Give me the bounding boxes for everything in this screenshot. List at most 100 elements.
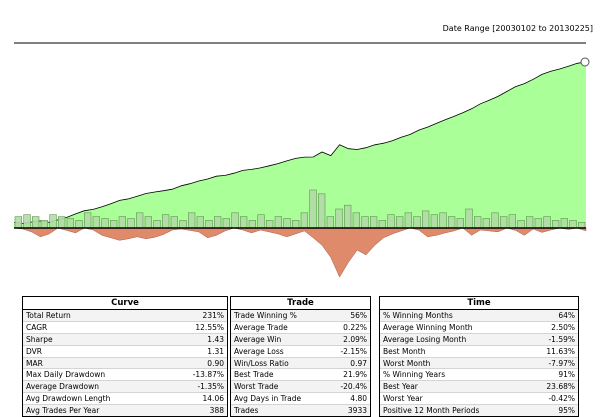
trade-stat-row: Average Win 2.09% bbox=[231, 333, 370, 346]
trade-stat-row: Win/Loss Ratio 0.97 bbox=[231, 357, 370, 370]
trade-stat-row: Average Trade 0.22% bbox=[231, 322, 370, 334]
monthly-return-bar bbox=[92, 216, 100, 229]
stat-label: Average Losing Month bbox=[383, 334, 467, 344]
equity-endpoint-marker bbox=[580, 57, 590, 67]
monthly-return-bar bbox=[430, 214, 438, 229]
stat-value: -20.4% bbox=[340, 382, 367, 392]
monthly-return-bar bbox=[517, 220, 525, 229]
stat-label: Avg Days in Trade bbox=[234, 394, 302, 404]
monthly-return-bar bbox=[300, 212, 308, 229]
stat-label: Worst Year bbox=[383, 394, 423, 404]
curve-stat-row: Average Drawdown -1.35% bbox=[23, 381, 227, 394]
trade-stat-row: Worst Trade -20.4% bbox=[231, 381, 370, 394]
monthly-return-bar bbox=[66, 218, 74, 229]
monthly-return-bar bbox=[326, 216, 334, 229]
monthly-return-bar bbox=[361, 216, 369, 229]
curve-panel-title: Curve bbox=[23, 297, 227, 310]
stat-value: 14.06 bbox=[202, 394, 224, 404]
monthly-return-bar bbox=[110, 220, 118, 229]
monthly-return-bar bbox=[136, 212, 144, 229]
stat-value: 1.43 bbox=[207, 334, 224, 344]
monthly-return-bar bbox=[343, 204, 352, 229]
time-stat-row: Best Year 23.68% bbox=[380, 381, 578, 394]
monthly-return-bar bbox=[291, 220, 300, 229]
time-stats-panel: Time % Winning Months 64% Average Winning … bbox=[379, 296, 579, 417]
time-stat-row: Worst Year -0.42% bbox=[380, 393, 578, 406]
monthly-return-bar bbox=[335, 208, 343, 229]
stat-label: Worst Month bbox=[383, 358, 431, 368]
stat-value: 21.9% bbox=[343, 370, 367, 380]
monthly-return-bar bbox=[551, 220, 560, 229]
monthly-return-bar bbox=[456, 218, 464, 229]
stat-label: Average Winning Month bbox=[383, 322, 473, 332]
monthly-return-bar bbox=[101, 218, 109, 229]
trade-panel-title: Trade bbox=[231, 297, 370, 310]
stat-label: Win/Loss Ratio bbox=[234, 358, 289, 368]
stat-label: Positive 12 Month Periods bbox=[383, 406, 480, 416]
stat-value: 2.50% bbox=[551, 322, 575, 332]
trade-stat-row: Trades 3933 bbox=[231, 405, 370, 417]
monthly-return-bar bbox=[309, 189, 317, 229]
monthly-return-bar bbox=[231, 212, 239, 229]
curve-stat-row: Total Return 231% bbox=[23, 310, 227, 322]
stat-label: Best Year bbox=[383, 382, 418, 392]
stat-value: 23.68% bbox=[546, 382, 575, 392]
monthly-return-bar bbox=[560, 218, 568, 229]
trade-stat-row: Best Trade 21.9% bbox=[231, 369, 370, 382]
curve-stat-row: CAGR 12.55% bbox=[23, 322, 227, 334]
monthly-return-bar bbox=[162, 214, 170, 229]
equity-line bbox=[13, 61, 587, 224]
monthly-return-bar bbox=[421, 210, 430, 229]
curve-stat-row: Sharpe 1.43 bbox=[23, 333, 227, 346]
time-panel-title: Time bbox=[380, 297, 578, 310]
monthly-return-bar bbox=[508, 214, 516, 229]
monthly-return-bar bbox=[144, 216, 152, 229]
stat-value: -2.15% bbox=[340, 346, 367, 356]
stat-label: CAGR bbox=[26, 322, 48, 332]
monthly-return-bar bbox=[577, 222, 586, 229]
stat-label: % Winning Months bbox=[383, 310, 453, 320]
monthly-return-bar bbox=[499, 216, 508, 229]
trade-stat-row: Avg Days in Trade 4.80 bbox=[231, 393, 370, 406]
monthly-return-bar bbox=[31, 216, 40, 229]
monthly-return-bar bbox=[473, 216, 482, 229]
curve-stat-row: Avg Drawdown Length 14.06 bbox=[23, 393, 227, 406]
stat-label: Average Drawdown bbox=[26, 382, 100, 392]
stat-label: Avg Trades Per Year bbox=[26, 406, 100, 416]
monthly-return-bar bbox=[179, 220, 187, 229]
trade-stat-row: Average Loss -2.15% bbox=[231, 346, 370, 358]
time-stat-row: % Winning Years 91% bbox=[380, 369, 578, 382]
monthly-return-bar bbox=[283, 218, 291, 229]
monthly-return-bar bbox=[127, 218, 135, 229]
monthly-return-bar bbox=[413, 216, 421, 229]
time-stat-row: Average Winning Month 2.50% bbox=[380, 322, 578, 334]
time-stat-row: % Winning Months 64% bbox=[380, 310, 578, 322]
stat-value: 231% bbox=[202, 310, 224, 320]
monthly-return-bar bbox=[265, 220, 274, 229]
monthly-return-bar bbox=[378, 220, 386, 229]
monthly-return-bar bbox=[274, 216, 282, 229]
time-stat-row: Best Month 11.63% bbox=[380, 346, 578, 358]
stat-label: Trade Winning % bbox=[234, 310, 297, 320]
monthly-return-bar bbox=[188, 212, 196, 229]
monthly-return-bar bbox=[75, 220, 83, 229]
stat-label: Avg Drawdown Length bbox=[26, 394, 111, 404]
trade-stats-panel: Trade Trade Winning % 56% Average Trade 0.2… bbox=[230, 296, 371, 417]
equity-chart bbox=[13, 42, 590, 278]
stat-value: 64% bbox=[558, 310, 575, 320]
monthly-return-bar bbox=[569, 220, 577, 229]
monthly-return-bar bbox=[222, 218, 230, 229]
stat-label: Average Win bbox=[234, 334, 282, 344]
stat-value: 4.80 bbox=[350, 394, 367, 404]
curve-stat-row: MAR 0.90 bbox=[23, 357, 227, 370]
stat-label: Average Loss bbox=[234, 346, 284, 356]
date-range-label: Date Range [20030102 to 20130225] bbox=[442, 24, 593, 33]
monthly-return-bar bbox=[543, 216, 551, 229]
stat-label: Worst Trade bbox=[234, 382, 279, 392]
time-stat-row: Average Losing Month -1.59% bbox=[380, 333, 578, 346]
stat-value: 11.63% bbox=[546, 346, 575, 356]
stat-value: 12.55% bbox=[195, 322, 224, 332]
stat-value: -0.42% bbox=[548, 394, 575, 404]
monthly-return-bar bbox=[395, 216, 404, 229]
monthly-return-bar bbox=[49, 214, 57, 229]
